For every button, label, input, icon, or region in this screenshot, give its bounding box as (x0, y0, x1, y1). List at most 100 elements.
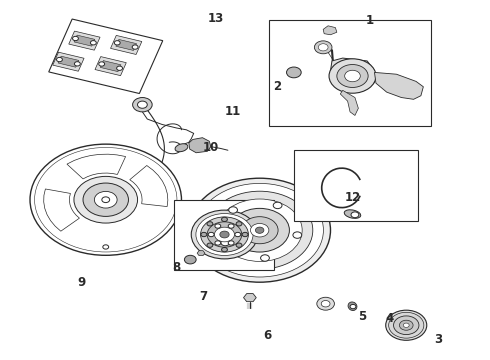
Circle shape (138, 101, 147, 108)
Circle shape (95, 192, 117, 208)
Text: 12: 12 (344, 192, 361, 204)
Circle shape (217, 199, 302, 261)
Polygon shape (100, 60, 121, 72)
Circle shape (207, 243, 213, 247)
Circle shape (235, 232, 241, 237)
Circle shape (191, 210, 258, 259)
Polygon shape (111, 35, 142, 54)
Circle shape (386, 310, 427, 340)
Circle shape (221, 247, 227, 252)
Circle shape (293, 232, 302, 238)
Circle shape (117, 66, 122, 71)
Polygon shape (130, 166, 168, 207)
Circle shape (56, 57, 62, 62)
Polygon shape (197, 251, 205, 256)
Circle shape (114, 41, 120, 45)
Circle shape (201, 232, 207, 237)
Polygon shape (116, 40, 137, 50)
Polygon shape (323, 26, 337, 35)
Circle shape (221, 239, 230, 246)
Ellipse shape (175, 144, 188, 152)
Circle shape (184, 255, 196, 264)
Circle shape (242, 232, 248, 237)
Circle shape (103, 245, 109, 249)
Circle shape (91, 41, 97, 45)
Circle shape (207, 222, 242, 247)
Circle shape (403, 323, 409, 327)
Text: 5: 5 (358, 310, 367, 323)
Circle shape (351, 212, 359, 218)
Polygon shape (69, 31, 100, 50)
Circle shape (74, 176, 138, 223)
Circle shape (221, 217, 227, 221)
FancyBboxPatch shape (174, 200, 274, 270)
Ellipse shape (344, 210, 361, 219)
Circle shape (350, 305, 356, 309)
Circle shape (261, 255, 270, 261)
Circle shape (236, 243, 242, 247)
Circle shape (215, 241, 221, 245)
Polygon shape (53, 52, 84, 71)
Circle shape (250, 224, 269, 237)
Circle shape (236, 222, 242, 226)
Circle shape (196, 213, 253, 256)
Circle shape (229, 207, 238, 213)
Polygon shape (189, 138, 211, 153)
Circle shape (30, 144, 181, 255)
Text: 6: 6 (263, 329, 271, 342)
Circle shape (393, 316, 419, 334)
Text: 1: 1 (366, 14, 374, 27)
Text: 10: 10 (203, 141, 219, 154)
FancyBboxPatch shape (270, 21, 431, 126)
Circle shape (344, 70, 360, 82)
Text: 7: 7 (199, 290, 208, 303)
Circle shape (207, 222, 213, 226)
Circle shape (337, 64, 368, 87)
Circle shape (321, 301, 330, 307)
Circle shape (196, 183, 323, 277)
Polygon shape (74, 35, 95, 46)
Circle shape (318, 44, 328, 51)
Circle shape (399, 320, 413, 330)
Polygon shape (95, 57, 126, 76)
Circle shape (206, 191, 313, 269)
Circle shape (208, 232, 214, 237)
Polygon shape (244, 294, 256, 302)
Polygon shape (67, 154, 125, 179)
Circle shape (200, 217, 248, 252)
Circle shape (241, 217, 278, 244)
Text: 2: 2 (273, 80, 281, 93)
Circle shape (273, 202, 282, 209)
Circle shape (228, 241, 234, 245)
FancyBboxPatch shape (294, 149, 418, 221)
Circle shape (315, 41, 332, 54)
Polygon shape (374, 72, 423, 99)
Text: 13: 13 (208, 12, 224, 25)
Ellipse shape (348, 302, 357, 311)
Circle shape (73, 36, 78, 41)
Circle shape (102, 197, 110, 203)
Circle shape (132, 45, 138, 49)
Circle shape (99, 62, 105, 66)
Circle shape (228, 224, 234, 228)
Circle shape (220, 231, 229, 238)
Circle shape (230, 208, 290, 252)
Circle shape (255, 227, 264, 233)
Circle shape (83, 183, 128, 216)
Circle shape (133, 98, 152, 112)
Circle shape (389, 312, 424, 338)
Polygon shape (340, 90, 358, 116)
Text: 11: 11 (224, 105, 241, 118)
Circle shape (317, 297, 334, 310)
Polygon shape (58, 56, 79, 67)
Polygon shape (331, 58, 374, 91)
Circle shape (74, 62, 80, 66)
Polygon shape (44, 189, 79, 231)
Circle shape (215, 224, 221, 228)
Text: 8: 8 (172, 261, 181, 274)
Circle shape (189, 178, 331, 282)
Circle shape (287, 67, 301, 78)
Circle shape (329, 59, 376, 93)
Text: 3: 3 (434, 333, 442, 346)
Text: 9: 9 (77, 276, 85, 289)
